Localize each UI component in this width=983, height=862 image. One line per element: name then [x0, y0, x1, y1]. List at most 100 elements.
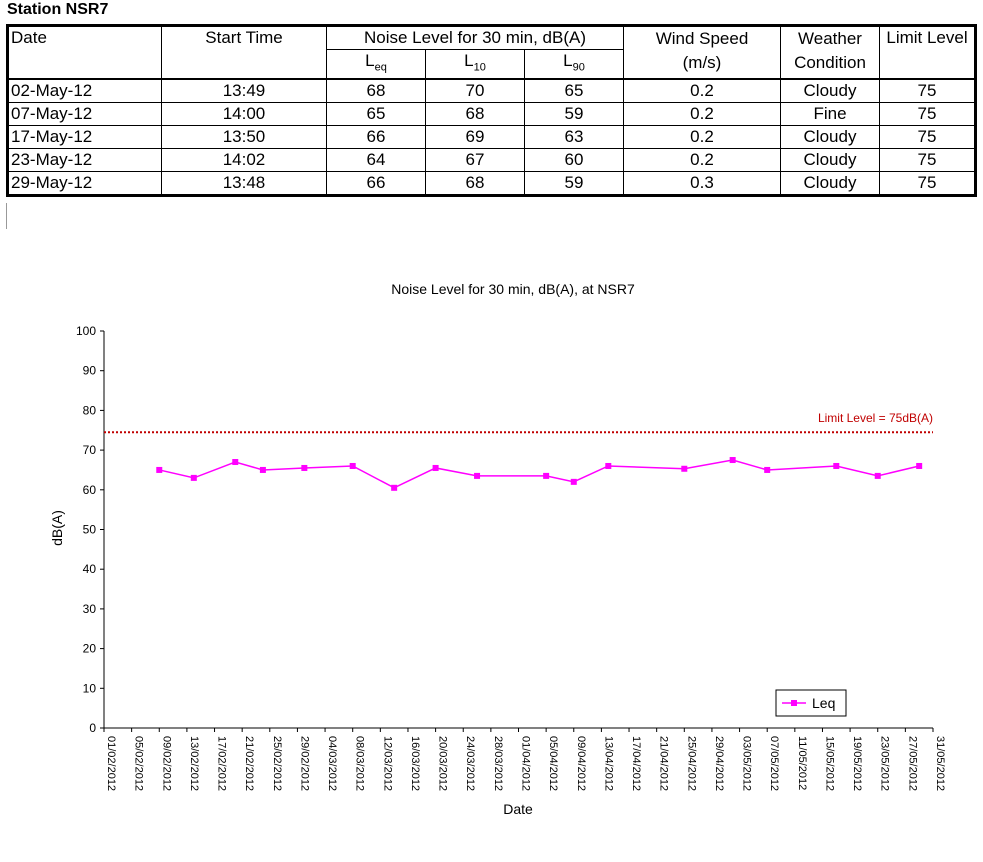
cell-weather: Fine	[780, 102, 880, 127]
data-point	[681, 465, 688, 472]
x-tick-label: 09/02/2012	[160, 736, 172, 791]
cell-wind-speed: 0.2	[623, 78, 781, 104]
x-tick-label: 17/02/2012	[216, 736, 228, 791]
x-tick-label: 08/03/2012	[354, 736, 366, 791]
col-header-noise-group: Noise Level for 30 min, dB(A)	[326, 25, 624, 50]
data-point	[301, 464, 308, 471]
cell-date: 17-May-12	[7, 125, 162, 150]
l10-sub: 10	[473, 61, 486, 74]
data-point	[833, 462, 840, 469]
x-tick-label: 29/04/2012	[713, 736, 725, 791]
x-tick-label: 12/03/2012	[381, 736, 393, 791]
legend-marker-leq	[791, 700, 797, 706]
cell-wind-speed: 0.2	[623, 102, 781, 127]
x-tick-label: 01/04/2012	[520, 736, 532, 791]
y-tick-label: 0	[89, 721, 96, 735]
cell-limit-level: 75	[879, 125, 976, 150]
x-tick-label: 07/05/2012	[768, 736, 780, 791]
data-point	[259, 466, 266, 473]
x-axis: 01/02/2012 05/02/2012 09/02/2012 13/02/2012…	[103, 727, 946, 791]
data-point	[764, 466, 771, 473]
wind-speed-unit: (m/s)	[682, 53, 722, 72]
x-tick-label: 21/02/2012	[243, 736, 255, 791]
data-point	[349, 462, 356, 469]
cell-limit-level: 75	[879, 171, 976, 197]
table-row: 17-May-12 13:50 66 69 63 0.2 Cloudy 75	[7, 125, 976, 150]
table-left-edge-line	[6, 203, 7, 229]
x-tick-label: 11/05/2012	[796, 736, 808, 790]
cell-leq: 65	[326, 102, 426, 127]
cell-limit-level: 75	[879, 148, 976, 173]
x-tick-label: 19/05/2012	[851, 736, 863, 791]
x-tick-label: 29/02/2012	[298, 736, 310, 791]
leq-sub: eq	[374, 61, 387, 74]
x-tick-label: 23/05/2012	[879, 736, 891, 791]
table-row: 02-May-12 13:49 68 70 65 0.2 Cloudy 75	[7, 78, 976, 104]
cell-date: 02-May-12	[7, 78, 162, 104]
cell-limit-level: 75	[879, 78, 976, 104]
data-point	[605, 462, 612, 469]
l90-base: L	[563, 51, 573, 70]
y-axis-label: dB(A)	[49, 510, 65, 546]
y-tick-label: 80	[83, 403, 97, 417]
col-header-wind-speed: Wind Speed (m/s)	[623, 25, 781, 80]
x-tick-label: 17/04/2012	[630, 736, 642, 791]
y-tick-label: 60	[83, 483, 97, 497]
series-line-leq	[159, 459, 920, 489]
cell-limit-level: 75	[879, 102, 976, 127]
l10-base: L	[464, 51, 474, 70]
cell-wind-speed: 0.2	[623, 148, 781, 173]
cell-date: 07-May-12	[7, 102, 162, 127]
x-tick-label: 05/04/2012	[547, 736, 559, 791]
y-tick-label: 30	[83, 602, 97, 616]
cell-l90: 63	[524, 125, 624, 150]
x-tick-label: 28/03/2012	[492, 736, 504, 791]
x-tick-label: 04/03/2012	[326, 736, 338, 791]
cell-leq: 66	[326, 125, 426, 150]
col-header-date: Date	[7, 25, 162, 80]
cell-leq: 66	[326, 171, 426, 197]
x-tick-label: 31/05/2012	[934, 736, 946, 791]
x-tick-label: 03/05/2012	[741, 736, 753, 791]
limit-line-group: Limit Level = 75dB(A)	[104, 411, 933, 434]
col-header-l10: L10	[425, 49, 525, 80]
series-leq	[156, 457, 923, 491]
cell-date: 23-May-12	[7, 148, 162, 173]
chart-title: Noise Level for 30 min, dB(A), at NSR7	[391, 281, 635, 297]
cell-weather: Cloudy	[780, 78, 880, 104]
x-tick-label: 21/04/2012	[658, 736, 670, 791]
x-tick-label: 13/04/2012	[602, 736, 614, 791]
x-tick-label: 25/02/2012	[271, 736, 283, 791]
y-tick-label: 20	[83, 642, 97, 656]
station-title: Station NSR7	[7, 1, 109, 18]
y-tick-label: 100	[76, 324, 96, 338]
data-point	[729, 457, 736, 464]
table-row: 29-May-12 13:48 66 68 59 0.3 Cloudy 75	[7, 171, 976, 197]
x-tick-label: 09/04/2012	[575, 736, 587, 791]
data-point	[543, 472, 550, 479]
col-header-leq: Leq	[326, 49, 426, 80]
cell-l90: 59	[524, 102, 624, 127]
cell-l10: 67	[425, 148, 525, 173]
data-point	[232, 459, 239, 466]
y-tick-label: 40	[83, 562, 97, 576]
cell-date: 29-May-12	[7, 171, 162, 197]
cell-l10: 68	[425, 102, 525, 127]
cell-start-time: 14:00	[161, 102, 327, 127]
x-tick-label: 13/02/2012	[188, 736, 200, 791]
legend-label-leq: Leq	[812, 695, 835, 711]
cell-start-time: 13:49	[161, 78, 327, 104]
col-header-start-time: Start Time	[161, 25, 327, 80]
col-header-l90: L90	[524, 49, 624, 80]
data-point	[570, 478, 577, 485]
wind-speed-label: Wind Speed	[655, 29, 749, 48]
cell-weather: Cloudy	[780, 171, 880, 197]
data-point	[391, 484, 398, 491]
cell-l90: 60	[524, 148, 624, 173]
table-row: 23-May-12 14:02 64 67 60 0.2 Cloudy 75	[7, 148, 976, 173]
data-point	[474, 472, 481, 479]
x-tick-label: 27/05/2012	[906, 736, 918, 791]
y-axis: 0 10 20 30 40 50 60 70 80 90 100	[76, 324, 105, 735]
y-tick-label: 90	[83, 364, 97, 378]
cell-leq: 64	[326, 148, 426, 173]
